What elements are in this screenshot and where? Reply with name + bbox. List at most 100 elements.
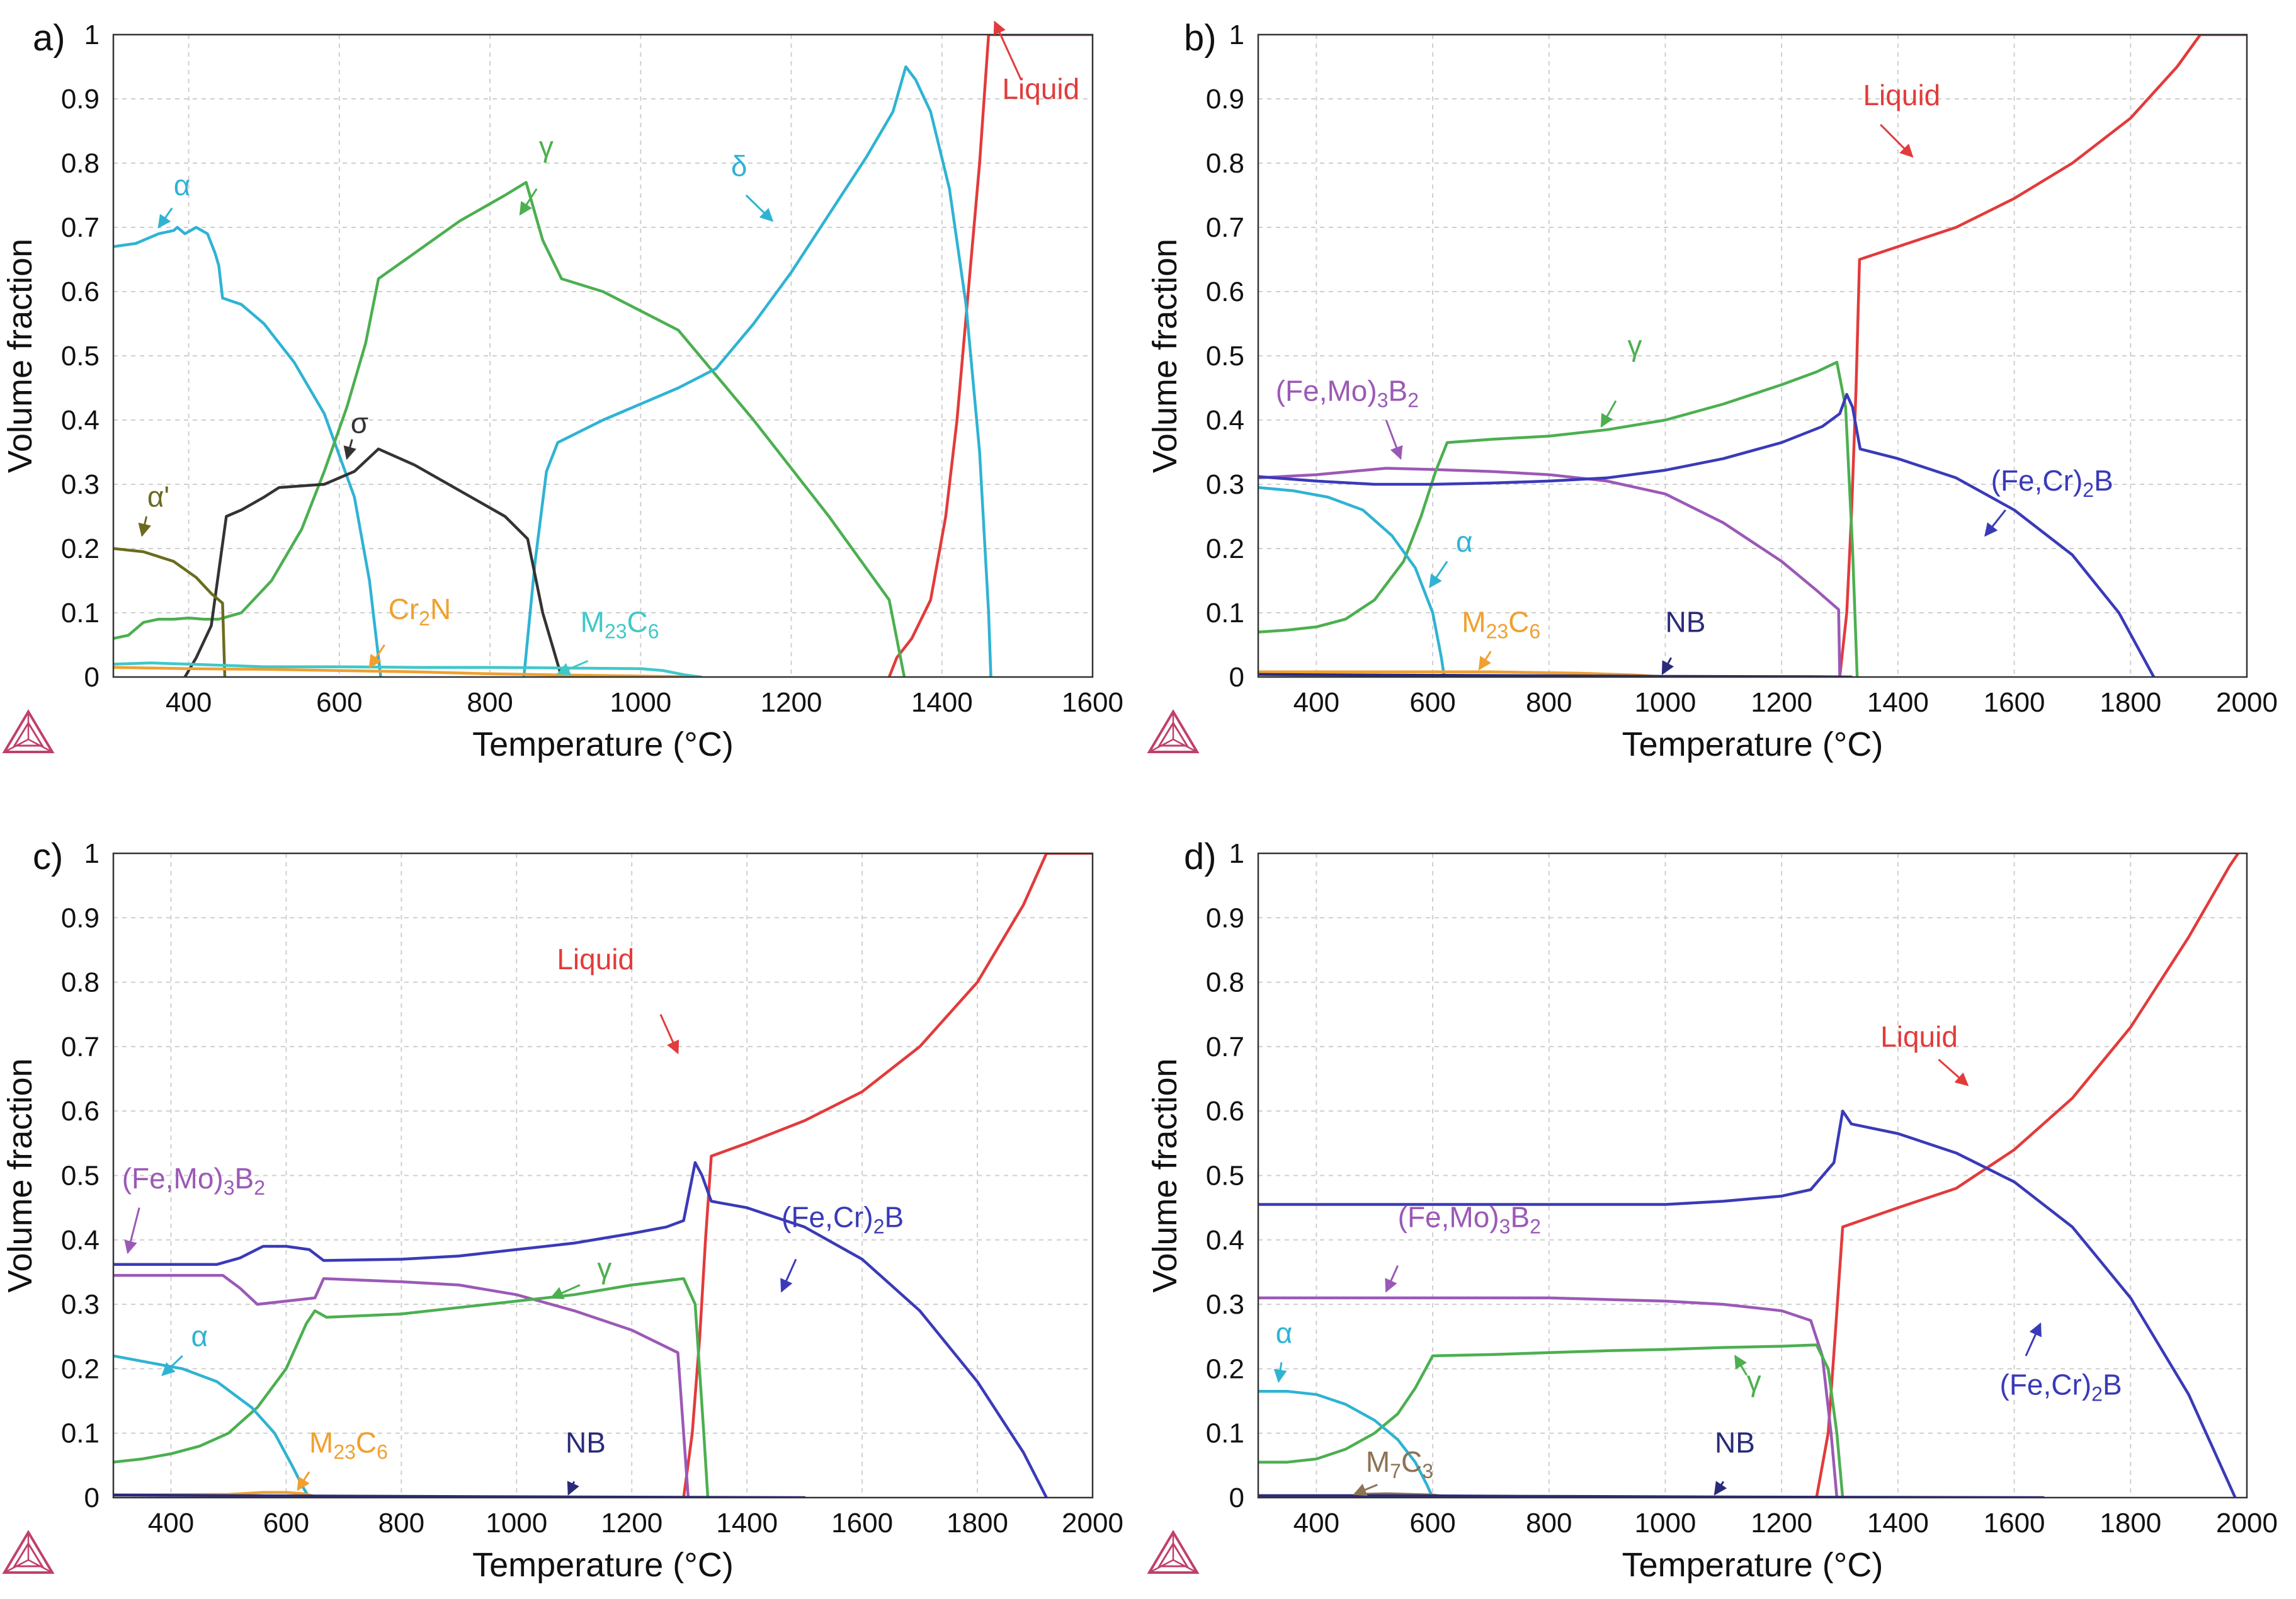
phase-annotation: NB xyxy=(1661,606,1705,675)
phase-annotation: γ xyxy=(1600,329,1642,428)
annotation-label: Liquid xyxy=(1002,72,1079,105)
annotation-arrow xyxy=(1984,509,2006,537)
phase-annotation: NB xyxy=(565,1426,606,1496)
x-tick-label: 400 xyxy=(148,1508,194,1539)
phase-annotation: γ xyxy=(519,130,554,216)
annotation-label: γ xyxy=(597,1252,611,1285)
annotation-arrow xyxy=(519,188,538,216)
phase-annotation: γ xyxy=(1734,1355,1761,1397)
y-tick-label: 0 xyxy=(84,662,99,693)
phase-annotation: M23C6 xyxy=(1462,606,1540,671)
x-tick-label: 2000 xyxy=(2216,687,2278,718)
annotation-label: NB xyxy=(1665,606,1705,639)
annotation-arrow xyxy=(745,194,774,222)
annotation-label: Liquid xyxy=(1863,79,1940,111)
y-tick-label: 0.3 xyxy=(1206,1289,1244,1320)
y-tick-label: 0.8 xyxy=(61,148,99,179)
series-line-fe-cr-2b xyxy=(1258,392,2156,677)
y-tick-label: 0.6 xyxy=(1206,276,1244,307)
x-tick-label: 600 xyxy=(316,687,362,718)
annotation-arrow xyxy=(556,660,589,676)
y-tick-label: 0.6 xyxy=(61,276,99,307)
y-tick-label: 0.3 xyxy=(1206,469,1244,500)
annotation-arrow xyxy=(659,1014,679,1055)
series-line-phase xyxy=(113,225,382,677)
y-tick-label: 1 xyxy=(84,20,99,50)
annotation-label: Cr2N xyxy=(389,593,452,630)
phase-annotation: α xyxy=(161,1320,208,1377)
y-tick-label: 0.6 xyxy=(1206,1096,1244,1127)
annotation-arrow xyxy=(1938,1059,1969,1086)
annotation-arrow xyxy=(297,1471,310,1491)
y-tick-label: 0 xyxy=(1229,662,1244,693)
x-tick-label: 1400 xyxy=(911,687,973,718)
x-tick-label: 1400 xyxy=(1867,687,1929,718)
y-tick-label: 0.1 xyxy=(1206,598,1244,629)
plot-frame xyxy=(1257,852,2248,1499)
series-line-fe-cr-2b xyxy=(113,1161,1049,1498)
y-tick-label: 0.7 xyxy=(1206,212,1244,243)
phase-annotation: σ xyxy=(343,406,368,460)
annotation-arrow xyxy=(1478,651,1492,671)
phase-annotation: α xyxy=(1273,1316,1293,1383)
annotation-label: γ xyxy=(1747,1365,1761,1397)
x-tick-label: 800 xyxy=(467,687,513,718)
annotation-label: M23C6 xyxy=(309,1426,388,1463)
chart-panel-b: 400 600 800 1000 1200 1400 1600 1800 2000 0 0.1 0.2… xyxy=(1146,18,2278,763)
annotation-label: (Fe,Cr)2B xyxy=(1991,464,2113,501)
x-tick-label: 2000 xyxy=(1062,1508,1123,1539)
x-tick-label: 400 xyxy=(1293,687,1339,718)
x-tick-label: 800 xyxy=(1526,687,1572,718)
y-tick-label: 0.7 xyxy=(61,212,99,243)
phase-annotation: (Fe,Mo)3B2 xyxy=(1385,1200,1541,1293)
y-tick-label: 0.9 xyxy=(61,902,99,933)
annotation-label: M23C6 xyxy=(581,606,659,643)
y-axis-label: Volume fraction xyxy=(1,239,39,473)
x-axis-label: Temperature (°C) xyxy=(1622,726,1884,763)
x-tick-label: 1200 xyxy=(1751,687,1812,718)
phase-annotation: (Fe,Mo)3B2 xyxy=(122,1162,265,1255)
series-line-phase xyxy=(113,547,227,677)
thermo-calc-triangle-icon xyxy=(1147,1530,1200,1574)
y-tick-label: 0.2 xyxy=(1206,1353,1244,1384)
annotation-arrow xyxy=(1600,400,1617,428)
annotation-label: α' xyxy=(147,481,169,513)
series-line-liquid xyxy=(682,853,1093,1498)
annotation-label: (Fe,Cr)2B xyxy=(2000,1368,2122,1405)
series-line-phase xyxy=(1258,360,1859,677)
y-tick-label: 0.9 xyxy=(61,84,99,115)
annotation-arrow xyxy=(343,439,356,460)
annotation-arrow xyxy=(368,644,385,669)
chart-panel-d: 400 600 800 1000 1200 1400 1600 1800 2000 0 0.1 0.2… xyxy=(1146,836,2278,1584)
annotation-label: α xyxy=(1276,1316,1293,1349)
phase-annotation: NB xyxy=(1713,1426,1755,1496)
chart-panel-a: 400 600 800 1000 1200 1400 1600 0 0.1 0.2 0.3 0.4 0.… xyxy=(1,18,1123,763)
panel-letter: b) xyxy=(1184,18,1217,59)
annotation-label: σ xyxy=(351,406,368,439)
x-tick-label: 1000 xyxy=(486,1508,547,1539)
y-tick-label: 0.3 xyxy=(61,469,99,500)
x-tick-label: 1000 xyxy=(610,687,671,718)
y-tick-label: 0.8 xyxy=(1206,967,1244,998)
x-tick-label: 1200 xyxy=(761,687,822,718)
phase-annotation: (Fe,Cr)2B xyxy=(1984,464,2113,537)
x-tick-label: 1200 xyxy=(1751,1508,1812,1539)
series-group xyxy=(113,35,1093,677)
phase-annotation: M23C6 xyxy=(556,606,659,676)
phase-annotation: γ xyxy=(550,1252,611,1299)
x-axis-label: Temperature (°C) xyxy=(472,1546,734,1584)
y-tick-label: 0.4 xyxy=(1206,1225,1244,1256)
annotation-label: δ xyxy=(731,149,747,182)
series-line-phase xyxy=(1258,486,1446,677)
y-tick-label: 0.1 xyxy=(61,1418,99,1449)
y-tick-label: 0.2 xyxy=(1206,533,1244,564)
phase-annotation: (Fe,Cr)2B xyxy=(2000,1322,2122,1405)
annotation-label: γ xyxy=(1627,329,1642,362)
y-axis-label: Volume fraction xyxy=(1146,1058,1184,1292)
y-tick-label: 0.9 xyxy=(1206,902,1244,933)
y-tick-label: 0.5 xyxy=(61,1161,99,1192)
x-tick-label: 1600 xyxy=(1984,1508,2045,1539)
annotation-label: Liquid xyxy=(1880,1020,1958,1053)
y-tick-label: 0 xyxy=(84,1482,99,1513)
annotation-arrow xyxy=(780,1258,797,1293)
